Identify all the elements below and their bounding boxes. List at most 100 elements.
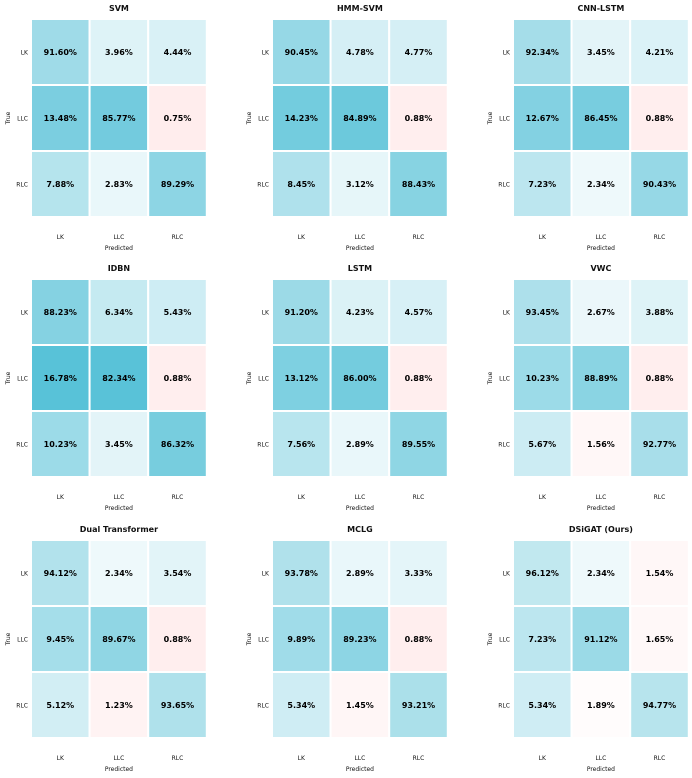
heatmap-cell [388, 18, 449, 86]
heatmap-cell [88, 18, 150, 86]
cell-value-label: 90.43% [643, 180, 676, 189]
x-tick-label: RLC [413, 755, 425, 762]
y-tick-label: LLC [17, 116, 28, 123]
heatmap-cell [388, 410, 449, 478]
y-tick-label: LK [503, 571, 511, 578]
cell-value-label: 10.23% [44, 440, 77, 449]
heatmap-cell [512, 539, 573, 607]
cell-value-label: 3.12% [346, 180, 374, 189]
cell-value-label: 1.23% [105, 701, 133, 710]
y-tick-label: LK [21, 310, 29, 317]
panel-title: IDBN [108, 264, 130, 273]
cell-value-label: 89.55% [402, 440, 435, 449]
cell-value-label: 8.45% [287, 180, 315, 189]
x-axis-label: Predicted [105, 245, 133, 252]
cell-value-label: 89.29% [161, 180, 194, 189]
cell-value-label: 5.67% [528, 440, 556, 449]
heatmap-cell [30, 150, 91, 218]
heatmap-cell [512, 278, 573, 346]
x-tick-label: LLC [595, 494, 606, 501]
cell-value-label: 86.45% [584, 114, 617, 123]
heatmap-cell [570, 539, 632, 607]
heatmap-cell [30, 18, 91, 86]
y-axis-label: True [5, 111, 12, 125]
heatmap-cell [388, 671, 449, 739]
heatmap-cell [329, 150, 391, 218]
cell-value-label: 6.34% [105, 308, 133, 317]
heatmap-cell [388, 605, 449, 673]
heatmap-cell [629, 410, 690, 478]
heatmap-cell [629, 344, 690, 412]
x-tick-label: LK [57, 494, 65, 501]
y-tick-label: LLC [499, 637, 510, 644]
y-axis-label: True [5, 632, 12, 646]
x-tick-label: RLC [654, 755, 666, 762]
x-tick-label: RLC [172, 755, 184, 762]
y-tick-label: RLC [16, 703, 28, 710]
panel-title: MCLG [347, 525, 373, 534]
cell-value-label: 2.34% [587, 180, 615, 189]
y-axis-label: True [487, 632, 494, 646]
cell-value-label: 88.23% [44, 308, 77, 317]
cell-value-label: 84.89% [343, 114, 376, 123]
y-tick-label: LLC [258, 637, 269, 644]
x-tick-label: LK [539, 234, 547, 241]
heatmap-cell [30, 344, 91, 412]
heatmap-cell [30, 410, 91, 478]
panel-title: Dual Transformer [80, 525, 158, 534]
x-tick-label: LLC [354, 234, 365, 241]
cell-value-label: 5.43% [164, 308, 192, 317]
heatmap-cell [147, 84, 208, 152]
x-tick-label: LK [298, 494, 306, 501]
cell-value-label: 5.12% [46, 701, 74, 710]
cell-value-label: 0.88% [405, 635, 433, 644]
y-tick-label: LK [503, 50, 511, 57]
heatmap-cell [88, 671, 150, 739]
cell-value-label: 2.34% [587, 569, 615, 578]
x-tick-label: LLC [354, 755, 365, 762]
x-axis-label: Predicted [346, 505, 374, 512]
y-tick-label: LK [503, 310, 511, 317]
y-tick-label: RLC [16, 442, 28, 449]
cell-value-label: 12.67% [526, 114, 559, 123]
heatmap-cell [329, 84, 391, 152]
cell-value-label: 93.21% [402, 701, 435, 710]
heatmap-cell [388, 150, 449, 218]
y-axis-label: True [246, 632, 253, 646]
cell-value-label: 7.23% [528, 180, 556, 189]
cell-value-label: 2.67% [587, 308, 615, 317]
heatmap-cell [147, 150, 208, 218]
cell-value-label: 82.34% [102, 374, 135, 383]
cell-value-label: 90.45% [285, 48, 318, 57]
y-tick-label: LK [262, 50, 270, 57]
panel-title: LSTM [348, 264, 372, 273]
y-tick-label: LLC [258, 376, 269, 383]
y-tick-label: RLC [257, 182, 269, 189]
heatmap-cell [512, 150, 573, 218]
y-axis-label: True [5, 371, 12, 385]
cell-value-label: 3.96% [105, 48, 133, 57]
heatmap-cell [570, 84, 632, 152]
cell-value-label: 10.23% [526, 374, 559, 383]
cell-value-label: 91.60% [44, 48, 77, 57]
y-tick-label: LLC [17, 637, 28, 644]
x-tick-label: LK [298, 234, 306, 241]
heatmap-panel: HMM-SVM 90.45% 4.78% 4.77% 14.23% 84.89% 0.88%… [246, 4, 449, 252]
y-tick-label: LK [21, 571, 29, 578]
heatmap-panel: Dual Transformer 94.12% 2.34% 3.54% 9.45% 89.… [5, 525, 208, 773]
heatmap-panel: LSTM 91.20% 4.23% 4.57% 13.12% 86.00% 0.88% 7.5… [246, 264, 449, 512]
cell-value-label: 2.89% [346, 440, 374, 449]
y-tick-label: RLC [498, 703, 510, 710]
cell-value-label: 7.56% [287, 440, 315, 449]
cell-value-label: 1.54% [646, 569, 674, 578]
heatmap-cell [388, 539, 449, 607]
cell-value-label: 4.21% [646, 48, 674, 57]
cell-value-label: 89.23% [343, 635, 376, 644]
heatmap-cell [30, 671, 91, 739]
cell-value-label: 9.45% [46, 635, 74, 644]
heatmap-panel: MCLG 93.78% 2.89% 3.33% 9.89% 89.23% 0.88% 5.34… [246, 525, 449, 773]
heatmap-cell [271, 605, 332, 673]
heatmap-cell [512, 84, 573, 152]
y-axis-label: True [246, 371, 253, 385]
